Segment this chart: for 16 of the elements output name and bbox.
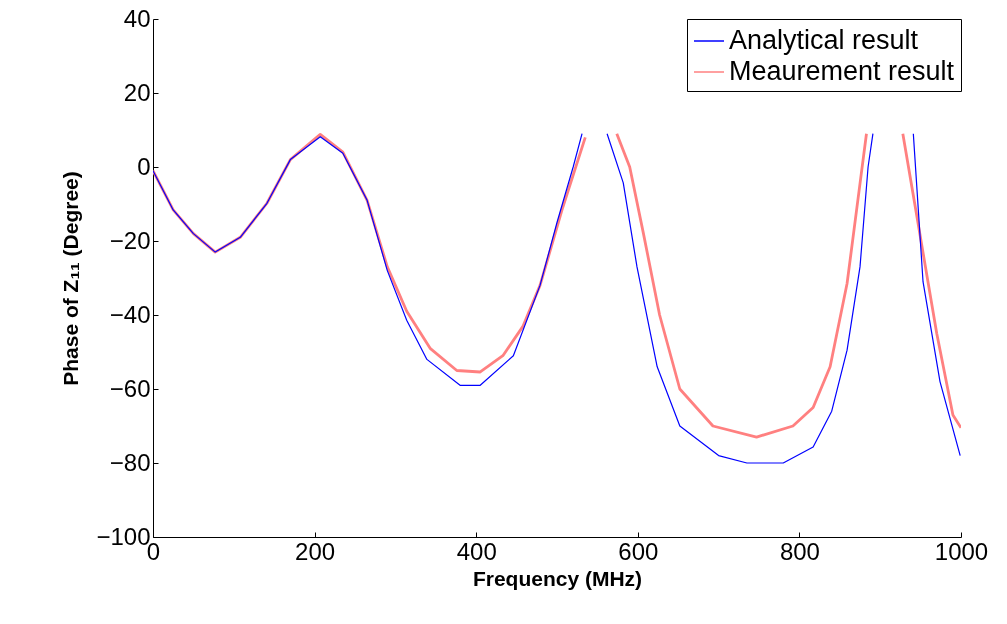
x-tick-label: 200 <box>295 537 336 565</box>
y-tick-label: −80 <box>109 448 151 476</box>
y-tick-label: −40 <box>109 300 151 328</box>
y-tick-label: 40 <box>123 4 151 32</box>
x-axis-title: Frequency (MHz) <box>472 566 643 590</box>
legend-label: Analytical result <box>729 25 919 55</box>
y-tick-label: −20 <box>109 226 151 254</box>
x-tick-label: 400 <box>456 537 497 565</box>
x-tick-label: 800 <box>779 537 820 565</box>
y-tick-label: −60 <box>109 374 151 402</box>
legend-label: Meaurement result <box>729 56 955 86</box>
y-tick-label: 20 <box>123 78 151 106</box>
x-tick-label: 600 <box>618 537 659 565</box>
y-axis-title: Phase of Z₁₁ (Degree) <box>59 171 83 386</box>
x-tick-label: 1000 <box>934 537 989 565</box>
y-tick-label: 0 <box>137 152 151 180</box>
